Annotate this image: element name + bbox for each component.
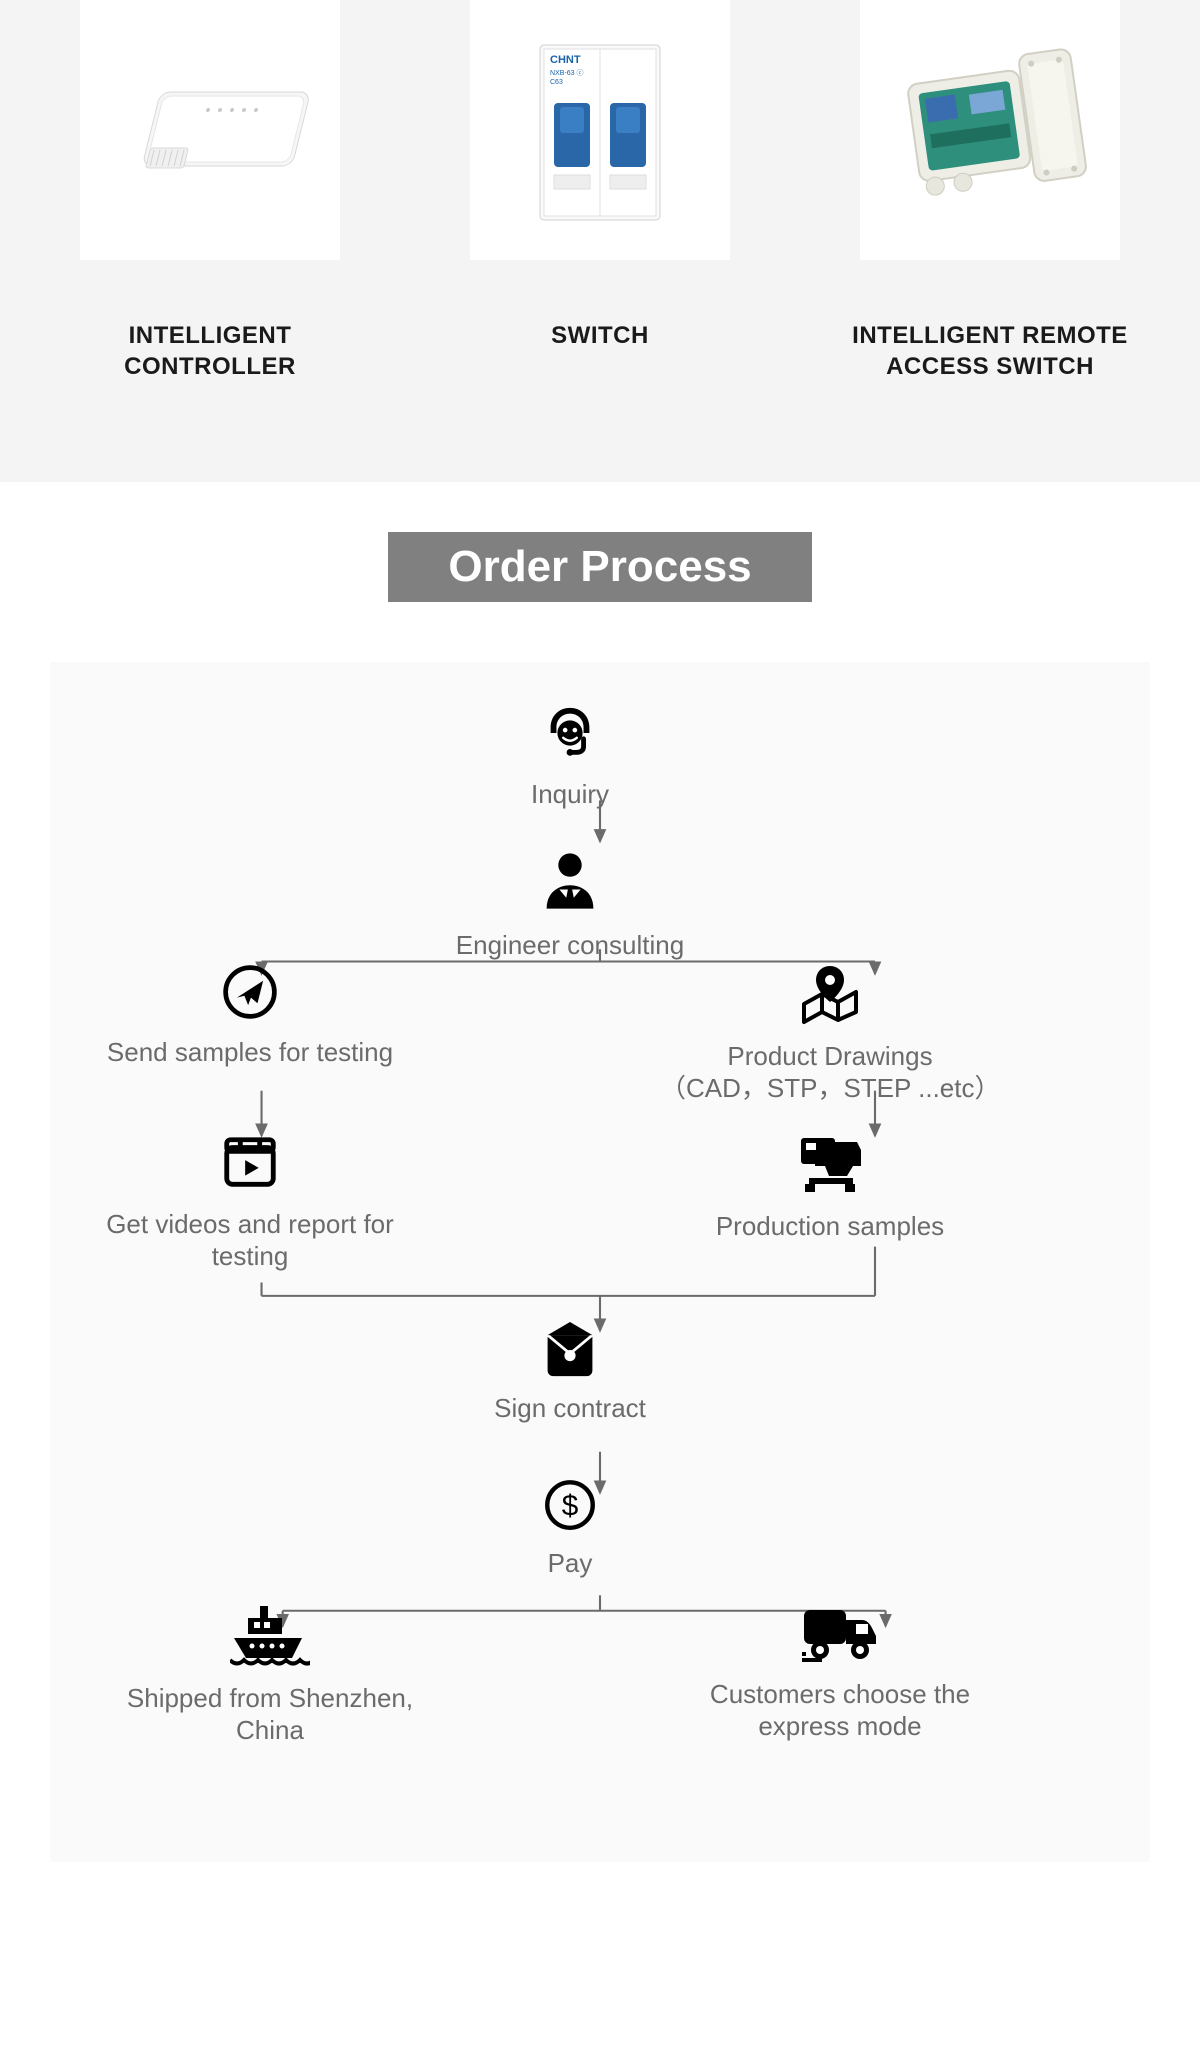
product-label: INTELLIGENT CONTROLLER bbox=[60, 320, 360, 382]
flow-node-samples_test: Send samples for testing bbox=[80, 962, 420, 1068]
plane-circle-icon bbox=[80, 962, 420, 1030]
video-icon bbox=[80, 1132, 420, 1202]
flowchart: Inquiry Engineer consulting Send samples… bbox=[50, 662, 1150, 1862]
products-section: INTELLIGENT CONTROLLER CHNT NXB-63 ⓒ C63… bbox=[0, 0, 1200, 482]
flow-node-drawings: Product Drawings（CAD，STP，STEP ...etc） bbox=[660, 962, 1000, 1105]
remote-switch-icon bbox=[880, 40, 1100, 220]
flow-label: Pay bbox=[400, 1547, 740, 1580]
controller-icon bbox=[110, 70, 310, 190]
truck-icon bbox=[670, 1602, 1010, 1672]
flow-label: Shipped from Shenzhen, China bbox=[100, 1682, 440, 1747]
product-label: INTELLIGENT REMOTE ACCESS SWITCH bbox=[840, 320, 1140, 382]
flow-node-express: Customers choose the express mode bbox=[670, 1602, 1010, 1743]
machine-icon bbox=[660, 1132, 1000, 1204]
section-title: Order Process bbox=[388, 532, 811, 602]
svg-text:$: $ bbox=[562, 1490, 579, 1523]
flow-node-inquiry: Inquiry bbox=[400, 702, 740, 810]
person-icon bbox=[400, 847, 740, 923]
ship-icon bbox=[100, 1602, 440, 1676]
headset-icon bbox=[400, 702, 740, 772]
breaker-icon: CHNT NXB-63 ⓒ C63 bbox=[510, 25, 690, 235]
flow-label: Sign contract bbox=[400, 1392, 740, 1425]
product-image-remote-switch bbox=[860, 0, 1120, 260]
flow-node-shipped: Shipped from Shenzhen, China bbox=[100, 1602, 440, 1747]
flow-node-pay: $ Pay bbox=[400, 1477, 740, 1579]
flow-node-prod_samples: Production samples bbox=[660, 1132, 1000, 1242]
product-image-switch: CHNT NXB-63 ⓒ C63 bbox=[470, 0, 730, 260]
product-label: SWITCH bbox=[450, 320, 750, 351]
product-card: INTELLIGENT REMOTE ACCESS SWITCH bbox=[840, 0, 1140, 382]
svg-text:NXB-63 ⓒ: NXB-63 ⓒ bbox=[550, 69, 583, 77]
flow-label: Get videos and report for testing bbox=[80, 1208, 420, 1273]
product-image-controller bbox=[80, 0, 340, 260]
flow-node-engineer: Engineer consulting bbox=[400, 847, 740, 961]
map-pin-icon bbox=[660, 962, 1000, 1034]
dollar-icon: $ bbox=[400, 1477, 740, 1541]
flow-node-sign: Sign contract bbox=[400, 1322, 740, 1424]
flow-label: Customers choose the express mode bbox=[670, 1678, 1010, 1743]
flow-label: Inquiry bbox=[400, 778, 740, 811]
section-title-wrap: Order Process bbox=[0, 482, 1200, 632]
svg-text:C63: C63 bbox=[550, 79, 563, 86]
svg-text:CHNT: CHNT bbox=[550, 54, 581, 66]
flow-label: Product Drawings（CAD，STP，STEP ...etc） bbox=[660, 1040, 1000, 1105]
product-card: CHNT NXB-63 ⓒ C63 SWITCH bbox=[450, 0, 750, 382]
product-card: INTELLIGENT CONTROLLER bbox=[60, 0, 360, 382]
flow-label: Engineer consulting bbox=[400, 929, 740, 962]
flow-label: Send samples for testing bbox=[80, 1036, 420, 1069]
flow-label: Production samples bbox=[660, 1210, 1000, 1243]
envelope-icon bbox=[400, 1322, 740, 1386]
flow-node-videos: Get videos and report for testing bbox=[80, 1132, 420, 1273]
